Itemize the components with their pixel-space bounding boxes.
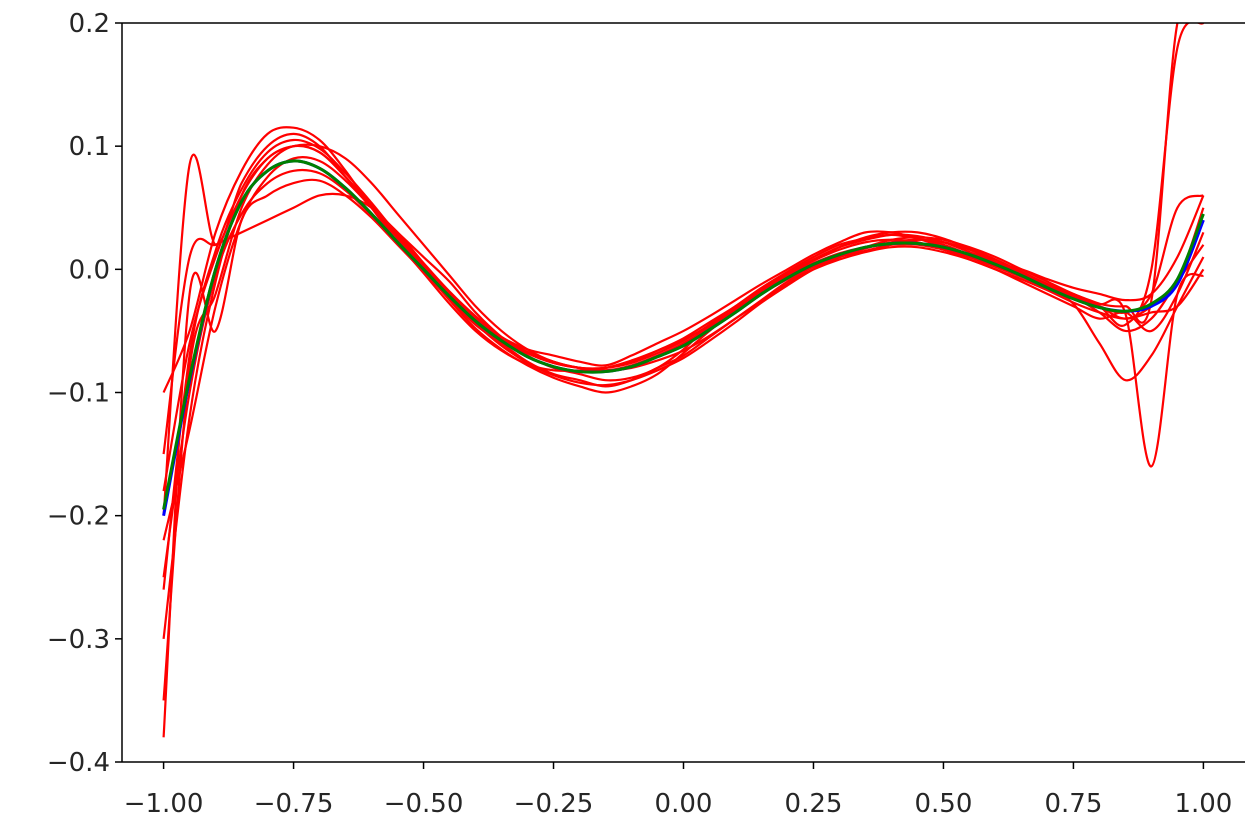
x-tick-label: 0.50 bbox=[915, 789, 973, 819]
x-tick-label: −0.75 bbox=[254, 789, 334, 819]
y-tick-label: −0.3 bbox=[47, 625, 110, 655]
x-tick-label: −0.25 bbox=[514, 789, 594, 819]
fit-series-line bbox=[162, 159, 1205, 510]
noisy-series-line-5 bbox=[162, 23, 1205, 393]
noisy-series-line-6 bbox=[162, 144, 1205, 701]
noisy-series-line-9 bbox=[162, 168, 1204, 578]
x-tick-label: −0.50 bbox=[384, 789, 464, 819]
x-tick-label: 0.00 bbox=[655, 789, 713, 819]
noisy-series-line-3 bbox=[162, 192, 1205, 455]
y-tick-label: 0.1 bbox=[69, 132, 110, 162]
noisy-series-line-10 bbox=[162, 138, 1205, 590]
noisy-series-line-8 bbox=[162, 143, 1205, 492]
x-tick-label: 0.75 bbox=[1044, 789, 1102, 819]
series-layer bbox=[162, 23, 1205, 738]
noisy-series-line-2 bbox=[162, 178, 1205, 738]
y-tick-label: −0.2 bbox=[47, 502, 110, 532]
tick-layer: −1.00 −0.75 −0.50 −0.25 0.00 0.25 0.50 0.75 1.00… bbox=[47, 9, 1232, 819]
y-tick-label: 0.0 bbox=[69, 255, 110, 285]
noisy-series-line-7 bbox=[162, 23, 1205, 541]
x-tick-label: 0.25 bbox=[785, 789, 843, 819]
noisy-series-line-1 bbox=[162, 132, 1205, 516]
y-tick-label: −0.4 bbox=[47, 748, 110, 778]
y-tick-label: 0.2 bbox=[69, 9, 110, 39]
x-tick-label: 1.00 bbox=[1174, 789, 1232, 819]
y-tick-label: −0.1 bbox=[47, 379, 110, 409]
noisy-series-line-4 bbox=[162, 144, 1205, 639]
x-tick-label: −1.00 bbox=[124, 789, 204, 819]
